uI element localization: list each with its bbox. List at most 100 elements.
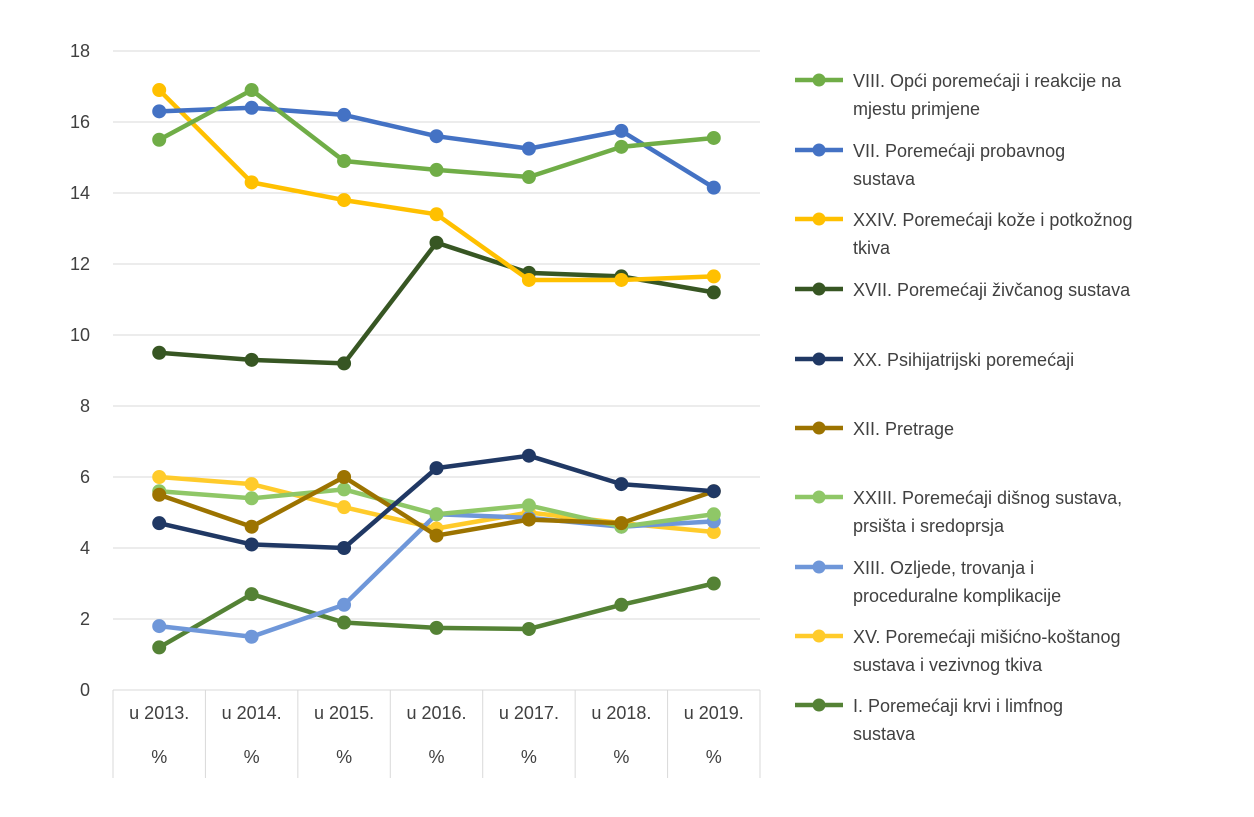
x-sub-tick-label: % (613, 747, 629, 767)
data-point (337, 541, 352, 555)
legend-label: I. Poremećaji krvi i limfnog (853, 696, 1063, 716)
y-tick-label: 14 (70, 183, 90, 203)
legend-swatch-marker (812, 73, 826, 87)
x-sub-tick-label: % (706, 747, 722, 767)
series-8 (152, 470, 721, 540)
data-point (429, 162, 444, 177)
legend-item: XXIV. Poremećaji kože i potkožnog tkiva (795, 210, 1133, 258)
legend-label: XXIII. Poremećaji dišnog sustava, (853, 488, 1122, 508)
x-sub-tick-label: % (244, 747, 260, 767)
data-point (244, 491, 259, 506)
y-tick-label: 6 (80, 467, 90, 487)
data-point (152, 640, 167, 655)
data-point (152, 345, 167, 360)
x-tick-label: u 2016. (406, 703, 466, 723)
legend-label: tkiva (853, 238, 891, 258)
x-axis: u 2013.% u 2014.% u 2015.% u 2016.% u 2017.%… (112, 689, 761, 778)
legend-label: XV. Poremećaji mišićno-koštanog (853, 627, 1120, 647)
data-point (429, 129, 444, 144)
legend-label: mjestu primjene (853, 99, 980, 119)
data-point (152, 470, 167, 484)
y-axis: 0 2 4 6 8 10 12 14 16 18 (70, 41, 90, 700)
legend-label: XIII. Ozljede, trovanja i (853, 558, 1034, 578)
legend-swatch-marker (812, 212, 826, 226)
data-point (152, 104, 167, 119)
data-point (706, 130, 721, 145)
data-point (521, 272, 536, 287)
data-point (244, 477, 259, 492)
data-point (614, 516, 629, 531)
x-sub-tick-label: % (521, 747, 537, 767)
legend: VIII. Opći poremećaji i reakcije na mjest… (795, 71, 1133, 744)
data-point (152, 132, 167, 147)
data-point (521, 621, 536, 636)
legend-item: I. Poremećaji krvi i limfnog sustava (795, 696, 1063, 744)
legend-swatch-marker (812, 560, 826, 574)
data-point (614, 272, 629, 287)
series-1 (152, 100, 721, 195)
data-point (429, 235, 444, 250)
data-point (429, 507, 444, 522)
plot-area (152, 83, 721, 655)
data-point (244, 519, 259, 534)
data-point (152, 83, 167, 98)
data-point (614, 123, 629, 138)
legend-item: XXIII. Poremećaji dišnog sustava, prsišta… (795, 488, 1122, 536)
data-point (429, 207, 444, 222)
data-point (244, 175, 259, 190)
data-point (337, 356, 352, 371)
x-tick-label: u 2017. (499, 703, 559, 723)
data-point (152, 487, 167, 502)
data-point (429, 620, 444, 635)
data-point (337, 482, 352, 497)
data-point (706, 576, 721, 591)
legend-swatch-marker (812, 282, 826, 296)
series-line (156, 87, 717, 283)
data-point (244, 100, 259, 115)
y-tick-label: 4 (80, 538, 90, 558)
x-tick-label: u 2014. (222, 703, 282, 723)
legend-item: XV. Poremećaji mišićno-koštanog sustava i… (795, 627, 1120, 675)
y-tick-label: 2 (80, 609, 90, 629)
legend-item: VII. Poremećaji probavnog sustava (795, 141, 1065, 189)
data-point (706, 269, 721, 284)
y-tick-label: 10 (70, 325, 90, 345)
data-point (429, 528, 444, 543)
data-point (152, 516, 167, 531)
legend-swatch-marker (812, 143, 826, 157)
data-point (244, 629, 259, 644)
data-point (337, 615, 352, 630)
data-point (429, 461, 444, 476)
data-point (521, 498, 536, 513)
legend-label: VIII. Opći poremećaji i reakcije na (853, 71, 1122, 91)
legend-label: XVII. Poremećaji živčanog sustava (853, 280, 1131, 300)
x-tick-label: u 2019. (684, 703, 744, 723)
data-point (337, 107, 352, 122)
legend-item: VIII. Opći poremećaji i reakcije na mjest… (795, 71, 1122, 119)
data-point (521, 141, 536, 156)
data-point (706, 285, 721, 300)
series-4 (152, 448, 721, 555)
legend-label: VII. Poremećaji probavnog (853, 141, 1065, 161)
x-tick-label: u 2018. (591, 703, 651, 723)
data-point (521, 448, 536, 463)
data-point (706, 180, 721, 195)
data-point (244, 352, 259, 367)
data-point (614, 597, 629, 612)
x-sub-tick-label: % (151, 747, 167, 767)
data-point (706, 484, 721, 499)
x-tick-label: u 2013. (129, 703, 189, 723)
data-point (337, 500, 352, 515)
gridlines (113, 50, 760, 620)
legend-label: sustava i vezivnog tkiva (853, 655, 1043, 675)
x-tick-label: u 2015. (314, 703, 374, 723)
legend-label: XII. Pretrage (853, 419, 954, 439)
legend-swatch-marker (812, 490, 826, 504)
y-tick-label: 12 (70, 254, 90, 274)
data-point (244, 83, 259, 98)
data-point (337, 470, 352, 484)
x-sub-tick-label: % (336, 747, 352, 767)
legend-item: XX. Psihijatrijski poremećaji (795, 350, 1074, 370)
data-point (152, 619, 167, 634)
